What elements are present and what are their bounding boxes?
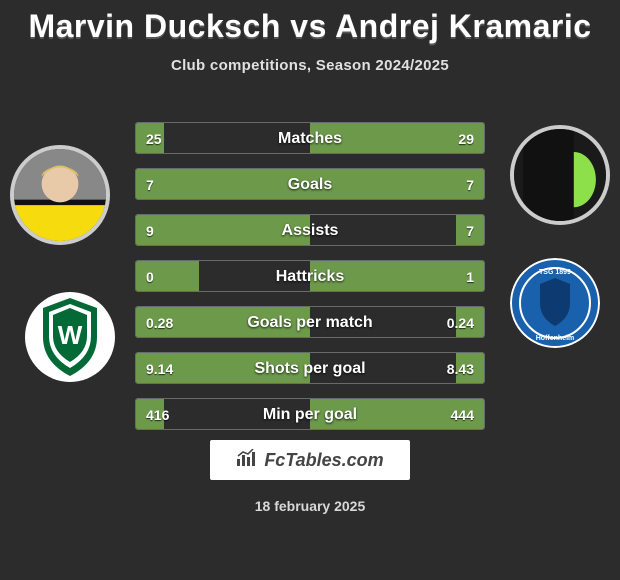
brand-text: FcTables.com: [264, 450, 383, 471]
player1-club-logo: W: [25, 292, 115, 382]
stat-row: 2529Matches: [135, 122, 485, 154]
player1-avatar: [10, 145, 110, 245]
svg-text:Hoffenheim: Hoffenheim: [536, 335, 575, 342]
stat-row: 77Goals: [135, 168, 485, 200]
stat-row: 97Assists: [135, 214, 485, 246]
stat-row: 01Hattricks: [135, 260, 485, 292]
stat-label: Goals: [136, 169, 484, 200]
footer-date: 18 february 2025: [0, 498, 620, 514]
player1-name: Marvin Ducksch: [28, 8, 280, 44]
comparison-title: Marvin Ducksch vs Andrej Kramaric: [0, 0, 620, 45]
stat-label: Shots per goal: [136, 353, 484, 384]
brand-badge: FcTables.com: [210, 440, 410, 480]
stat-label: Min per goal: [136, 399, 484, 430]
stat-row: 9.148.43Shots per goal: [135, 352, 485, 384]
stat-label: Hattricks: [136, 261, 484, 292]
stats-list: 2529Matches 77Goals 97Assists 01Hattricks 0.…: [135, 122, 485, 444]
svg-text:W: W: [58, 320, 83, 350]
stat-label: Assists: [136, 215, 484, 246]
svg-text:TSG 1899: TSG 1899: [539, 269, 571, 276]
stat-row: 0.280.24Goals per match: [135, 306, 485, 338]
player2-club-logo: TSG 1899 Hoffenheim: [510, 258, 600, 348]
vs-text: vs: [290, 8, 327, 44]
stat-label: Matches: [136, 123, 484, 154]
stat-label: Goals per match: [136, 307, 484, 338]
player2-avatar: [510, 125, 610, 225]
chart-icon: [236, 449, 258, 472]
player2-name: Andrej Kramaric: [335, 8, 591, 44]
stat-row: 416444Min per goal: [135, 398, 485, 430]
subtitle: Club competitions, Season 2024/2025: [0, 57, 620, 74]
